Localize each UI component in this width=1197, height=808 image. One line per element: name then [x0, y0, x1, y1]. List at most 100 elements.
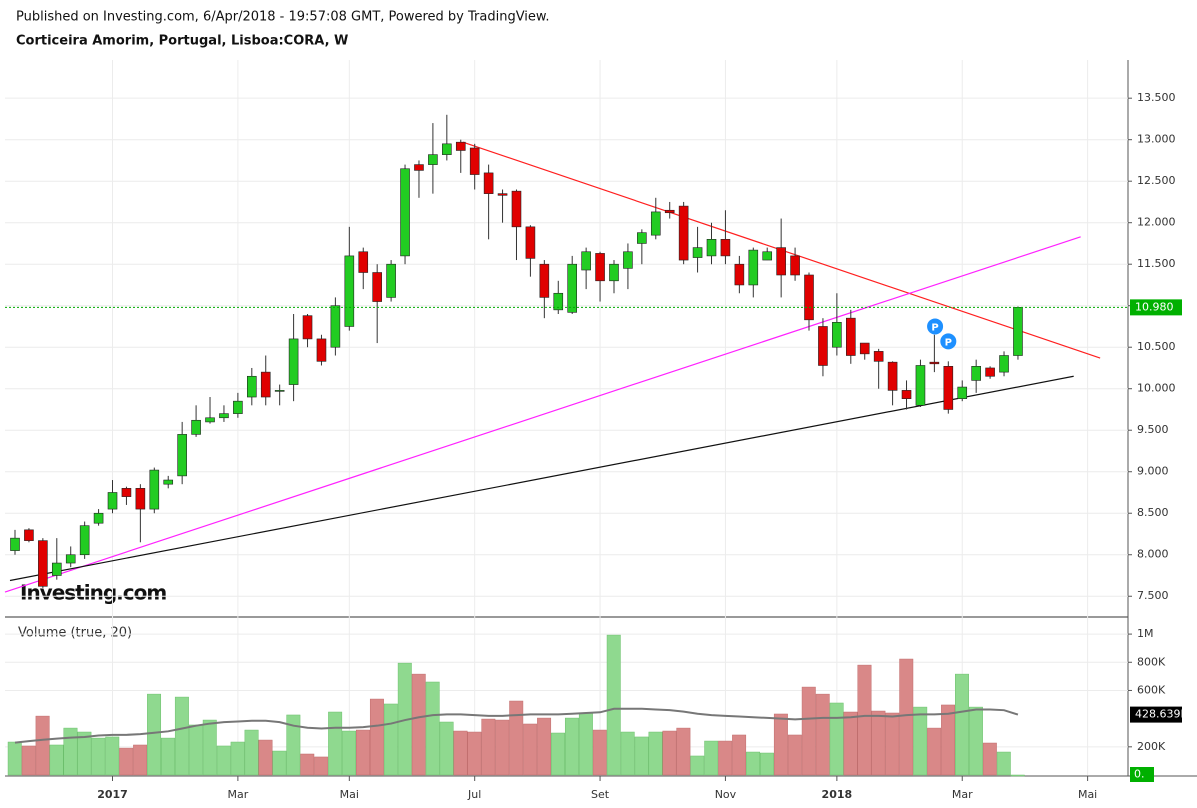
- volume-bar: [356, 729, 370, 776]
- candle-body: [205, 417, 215, 423]
- volume-bar: [968, 706, 983, 776]
- volume-bar: [49, 744, 64, 776]
- volume-bar: [843, 711, 858, 776]
- volume-bar: [537, 717, 552, 776]
- volume-bar: [620, 731, 635, 776]
- candle-body: [567, 263, 578, 313]
- volume-bar: [829, 702, 844, 776]
- candle-body: [943, 366, 954, 410]
- volume-bar: [690, 755, 705, 776]
- volume-ma-label: 428.639K: [1135, 708, 1188, 721]
- candle-body: [469, 147, 480, 175]
- volume-bar: [216, 745, 231, 776]
- candle-body: [247, 375, 257, 398]
- volume-bar: [885, 712, 900, 776]
- y-tick-label: 8.500: [1137, 506, 1169, 519]
- volume-bar: [523, 723, 538, 776]
- candle-body: [107, 492, 118, 510]
- volume-bar: [760, 752, 774, 776]
- last-volume-label: 0.: [1134, 768, 1145, 781]
- volume-bar: [286, 714, 301, 776]
- volume-bar: [899, 658, 914, 776]
- candle-body: [372, 272, 382, 302]
- volume-bar: [941, 704, 956, 776]
- y-tick-label: 12.000: [1137, 216, 1176, 229]
- volume-bar: [495, 719, 510, 776]
- volume-bar: [606, 634, 621, 776]
- volume-bar: [467, 731, 482, 776]
- volume-bar: [704, 740, 719, 776]
- candle-body: [358, 251, 369, 273]
- y-tick-label: 12.500: [1137, 174, 1176, 187]
- y-tick-label: 13.500: [1137, 91, 1176, 104]
- volume-bar: [425, 681, 440, 776]
- candle-body: [302, 315, 313, 340]
- candle-body: [511, 190, 522, 228]
- volume-bar: [119, 747, 134, 776]
- candle-body: [706, 239, 717, 257]
- volume-bar: [551, 732, 565, 776]
- volume-bar: [244, 729, 259, 776]
- volume-tick-label: 600K: [1137, 683, 1166, 696]
- candle-body: [455, 141, 466, 151]
- volume-bar: [188, 724, 203, 776]
- candle-body: [191, 419, 201, 435]
- volume-bar: [982, 742, 997, 776]
- y-tick-label: 13.000: [1137, 133, 1176, 146]
- volume-title: Volume (true, 20): [18, 626, 132, 641]
- volume-bar: [105, 736, 120, 776]
- candle-body: [678, 205, 689, 261]
- candle-body: [623, 251, 633, 269]
- candle-body: [65, 554, 76, 564]
- trendline: [9, 375, 1074, 582]
- volume-bar: [913, 706, 928, 776]
- y-tick-label: 8.000: [1137, 548, 1169, 561]
- candle-body: [386, 263, 396, 298]
- volume-bar: [133, 744, 148, 776]
- candle-body: [51, 562, 62, 576]
- candle-body: [93, 512, 104, 524]
- candle-body: [288, 338, 299, 385]
- candle-body: [539, 263, 550, 298]
- volume-bar: [927, 727, 942, 776]
- candle-body: [344, 255, 355, 327]
- volume-bar: [1010, 774, 1025, 777]
- volume-bar: [857, 664, 872, 776]
- candle-body: [177, 434, 187, 477]
- x-tick-label: 2018: [822, 788, 853, 801]
- volume-bar: [21, 745, 36, 776]
- published-note: Published on Investing.com, 6/Apr/2018 -…: [16, 10, 549, 25]
- volume-bar: [871, 710, 886, 776]
- candle-body: [901, 390, 912, 399]
- volume-bar: [676, 727, 691, 776]
- y-tick-label: 9.500: [1137, 423, 1169, 436]
- candle-body: [971, 366, 981, 381]
- volume-bar: [77, 731, 92, 776]
- last-price-label-box: [1130, 299, 1182, 316]
- y-tick-label: 10.500: [1137, 340, 1176, 353]
- candle-body: [790, 255, 800, 276]
- volume-bar: [258, 739, 273, 776]
- volume-tick-label: 200K: [1137, 740, 1166, 753]
- trendline: [4, 236, 1081, 593]
- candle-body: [609, 263, 619, 282]
- x-tick-label: Jul: [467, 788, 481, 801]
- x-tick-label: Mar: [952, 788, 973, 801]
- volume-bar: [147, 693, 162, 776]
- candle-body: [135, 488, 146, 510]
- volume-bar: [787, 734, 802, 776]
- candle-body: [497, 193, 508, 196]
- volume-bar: [634, 736, 649, 776]
- x-tick-label: Nov: [715, 788, 737, 801]
- volume-bar: [174, 696, 189, 776]
- volume-bar: [91, 737, 106, 776]
- candle-body: [149, 469, 160, 510]
- candle-body: [637, 232, 647, 244]
- volume-bar: [453, 730, 468, 776]
- volume-bar: [801, 686, 816, 776]
- volume-bar: [564, 717, 579, 776]
- candle-body: [818, 326, 828, 366]
- candle-body: [748, 249, 759, 286]
- y-tick-label: 7.500: [1137, 589, 1169, 602]
